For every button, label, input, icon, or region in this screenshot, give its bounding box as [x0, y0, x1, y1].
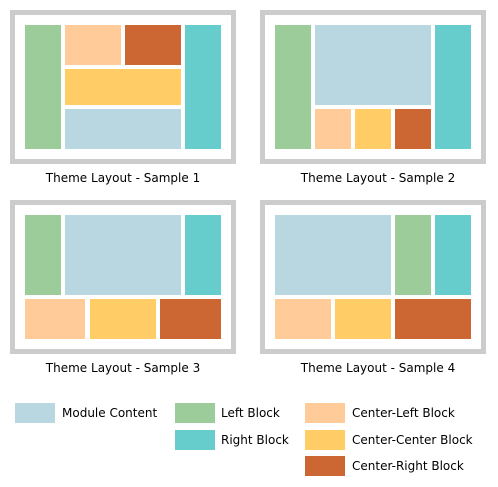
legend-swatch-center-center	[305, 430, 345, 450]
center-left-block	[25, 299, 85, 339]
legend-swatch-module-content	[15, 403, 55, 423]
module-content-block	[65, 109, 181, 149]
center-center-block	[335, 299, 391, 339]
center-center-block	[355, 109, 391, 149]
left-block	[395, 215, 431, 295]
layout-sample-4	[260, 200, 486, 354]
left-block	[25, 25, 61, 149]
center-right-block	[125, 25, 181, 65]
sample-1-caption: Theme Layout - Sample 1	[45, 171, 201, 185]
right-block	[435, 215, 471, 295]
center-center-block	[90, 299, 156, 339]
legend-swatch-left-block	[175, 403, 215, 423]
center-left-block	[65, 25, 121, 65]
right-block	[435, 25, 471, 149]
sample-2-caption: Theme Layout - Sample 2	[300, 171, 456, 185]
layout-sample-3	[10, 200, 236, 354]
legend-swatch-center-right	[305, 456, 345, 476]
right-block	[185, 215, 221, 295]
right-block	[185, 25, 221, 149]
center-right-block	[395, 299, 471, 339]
module-content-block	[275, 215, 391, 295]
center-right-block	[160, 299, 221, 339]
left-block	[25, 215, 61, 295]
legend-swatch-center-left	[305, 403, 345, 423]
legend-label-right-block: Right Block	[221, 433, 289, 447]
layout-sample-1	[10, 10, 236, 164]
legend-label-module-content: Module Content	[62, 406, 158, 420]
legend-label-center-right: Center-Right Block	[352, 459, 464, 473]
module-content-block	[315, 25, 431, 105]
center-center-block	[65, 69, 181, 105]
legend-label-center-left: Center-Left Block	[352, 406, 455, 420]
legend-label-left-block: Left Block	[221, 406, 280, 420]
layout-sample-2	[260, 10, 486, 164]
center-left-block	[315, 109, 351, 149]
sample-4-caption: Theme Layout - Sample 4	[300, 361, 456, 375]
legend-label-center-center: Center-Center Block	[352, 433, 473, 447]
center-left-block	[275, 299, 331, 339]
legend-swatch-right-block	[175, 430, 215, 450]
center-right-block	[395, 109, 431, 149]
module-content-block	[65, 215, 181, 295]
left-block	[275, 25, 311, 149]
sample-3-caption: Theme Layout - Sample 3	[45, 361, 201, 375]
